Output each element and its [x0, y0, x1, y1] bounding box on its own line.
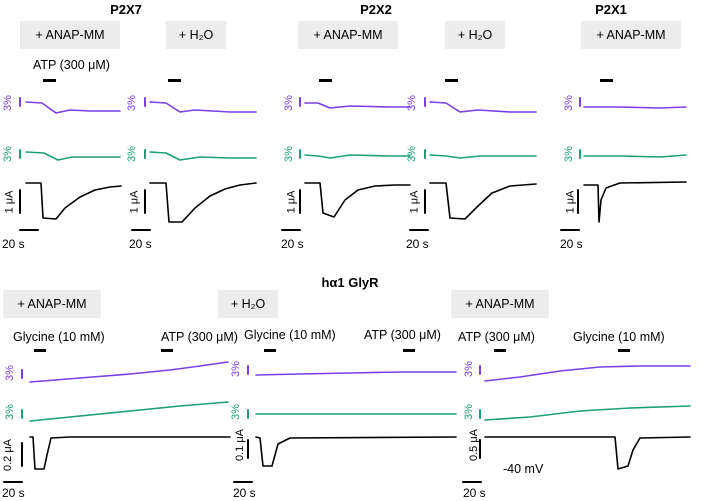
atp-bar-p2x2-h2o [445, 79, 458, 82]
condition-glyr-anap-1: + ANAP-MM [3, 290, 101, 318]
current-trace-glyr3 [484, 436, 691, 470]
time-scale-label-1: 20 s [2, 237, 25, 251]
time-scale-label-3: 20 s [281, 237, 304, 251]
glycine-bar-glyr2 [264, 349, 276, 352]
current-trace-p2x7-h2o [149, 182, 257, 223]
purple-trace-glyr1 [29, 361, 229, 383]
green-trace-p2x7-anap [25, 151, 121, 161]
condition-p2x7-anap: + ANAP-MM [20, 21, 120, 49]
current-trace-p2x2-h2o [429, 182, 537, 220]
time-scale-label-glyr1: 20 s [2, 486, 25, 500]
title-p2x2: P2X2 [360, 2, 392, 17]
current-trace-glyr1 [29, 436, 231, 470]
atp-label-glyr2: ATP (300 μM) [364, 328, 441, 342]
atp-bar-p2x1-anap [600, 79, 613, 82]
green-trace-p2x7-h2o [149, 151, 257, 161]
title-p2x7: P2X7 [110, 2, 142, 17]
voltage-label: -40 mV [503, 462, 544, 476]
current-trace-p2x2-anap [304, 182, 411, 218]
current-time-scale-bars [3, 189, 580, 483]
purple-trace-p2x1-anap [583, 106, 687, 109]
purple-trace-p2x7-anap [25, 101, 121, 114]
glycine-label-glyr3: Glycine (10 mM) [573, 330, 665, 344]
purple-trace-glyr2 [255, 371, 457, 376]
atp-label-top: ATP (300 μM) [33, 58, 110, 72]
green-trace-glyr3 [484, 405, 691, 421]
current-trace-glyr2 [255, 436, 457, 467]
atp-bar-glyr1 [161, 349, 173, 352]
time-scale-label-glyr2: 20 s [233, 486, 256, 500]
purple-trace-p2x7-h2o [149, 101, 257, 113]
time-scale-label-glyr3: 20 s [463, 486, 486, 500]
green-trace-p2x1-anap [583, 154, 687, 158]
time-scale-label-4: 20 s [406, 237, 429, 251]
condition-p2x7-h2o: + H₂O [166, 21, 226, 49]
condition-p2x2-h2o: + H₂O [445, 21, 505, 49]
atp-bar-glyr3 [494, 349, 506, 352]
condition-glyr-h2o: + H₂O [218, 290, 278, 318]
condition-glyr-anap-2: + ANAP-MM [451, 290, 549, 318]
purple-trace-p2x2-anap [304, 102, 411, 109]
glycine-bar-glyr1 [34, 349, 46, 352]
atp-bar-p2x2-anap [319, 79, 332, 82]
atp-bar-p2x7-h2o [168, 79, 181, 82]
current-trace-p2x1-anap [583, 181, 687, 223]
glycine-label-glyr2: Glycine (10 mM) [244, 328, 336, 342]
title-glyr: hα1 GlyR [321, 275, 379, 290]
time-scale-label-2: 20 s [129, 237, 152, 251]
purple-trace-glyr3 [484, 365, 691, 382]
title-p2x1: P2X1 [595, 2, 627, 17]
pct-scale-bars [19, 97, 581, 419]
current-trace-p2x7-anap [25, 182, 122, 220]
condition-p2x1-anap: + ANAP-MM [581, 21, 681, 49]
glycine-label-glyr1: Glycine (10 mM) [13, 330, 105, 344]
atp-bar-p2x7-anap [43, 79, 56, 82]
condition-p2x2-anap: + ANAP-MM [298, 21, 398, 49]
green-trace-p2x2-anap [304, 154, 411, 159]
purple-trace-p2x2-h2o [429, 101, 537, 113]
atp-bar-glyr2 [403, 349, 415, 352]
time-scale-label-5: 20 s [560, 237, 583, 251]
atp-label-glyr1: ATP (300 μM) [161, 330, 238, 344]
green-trace-p2x2-h2o [429, 154, 537, 159]
green-trace-glyr1 [29, 401, 229, 422]
glycine-bar-glyr3 [618, 349, 630, 352]
atp-label-glyr3: ATP (300 μM) [458, 330, 535, 344]
